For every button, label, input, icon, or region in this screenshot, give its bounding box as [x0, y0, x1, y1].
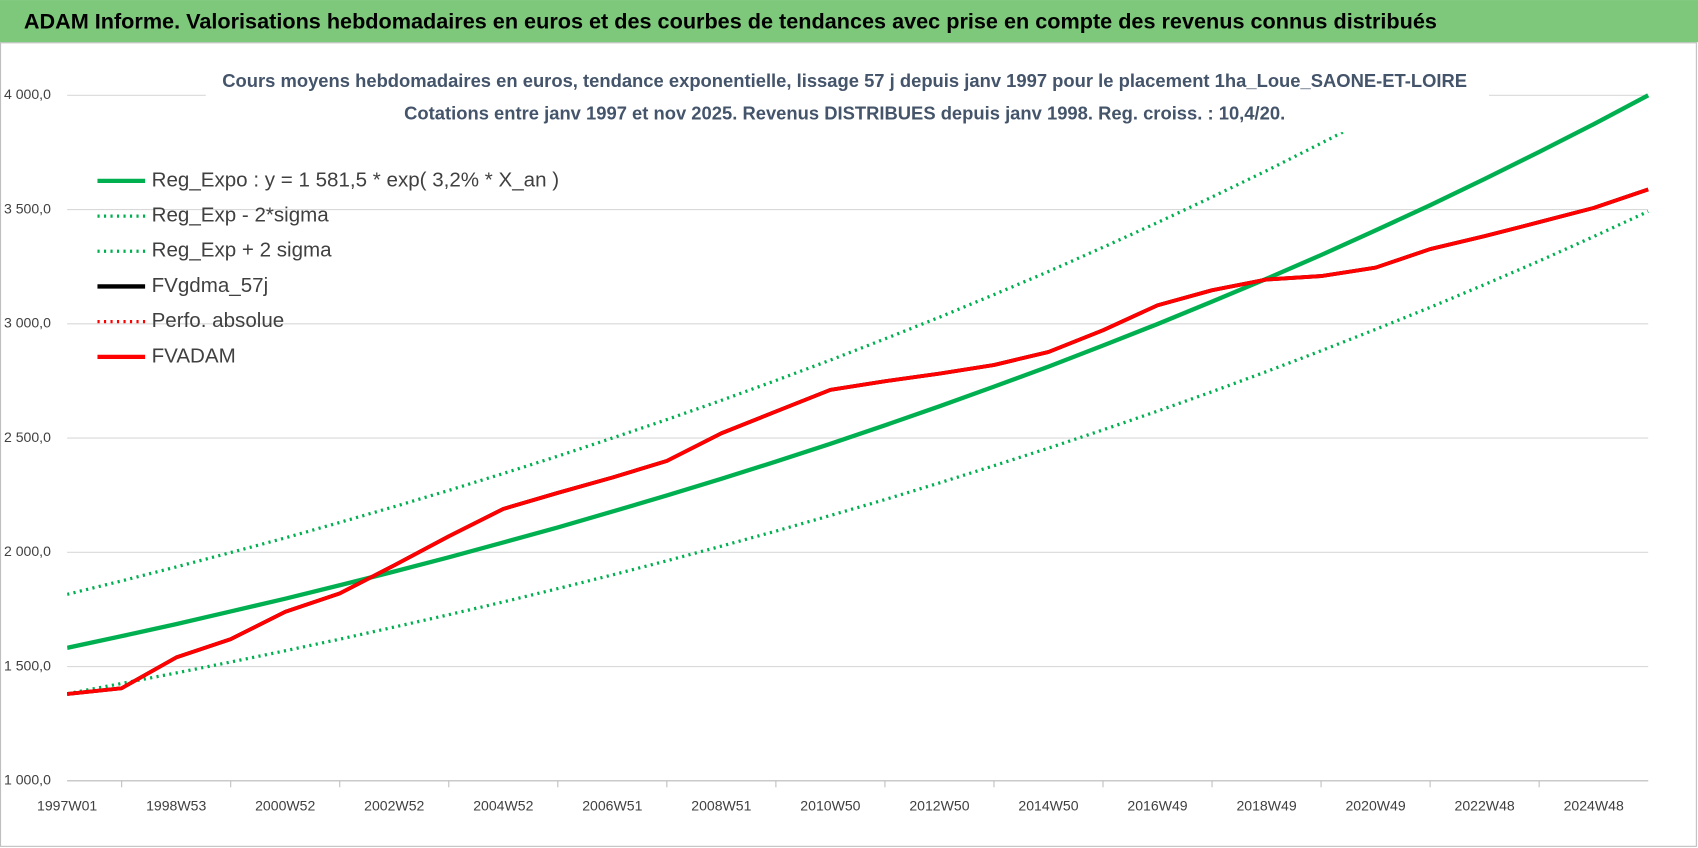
- legend-label: Reg_Exp + 2 sigma: [152, 239, 333, 262]
- x-tick-label: 1998W53: [146, 798, 206, 814]
- x-tick-label: 2024W48: [1564, 798, 1624, 814]
- header-bar: [0, 0, 1698, 43]
- y-tick-label: 4 000,0: [4, 86, 51, 102]
- title-box: [205, 67, 1489, 133]
- legend: Reg_Expo : y = 1 581,5 * exp( 3,2% * X_a…: [97, 168, 559, 367]
- series-line: [67, 209, 1649, 696]
- x-tick-label: 2020W49: [1345, 798, 1405, 814]
- plot-area: [67, 93, 1650, 696]
- x-tick-label: 2000W52: [255, 798, 315, 814]
- chart-title: Cours moyens hebdomadaires en euros, ten…: [222, 70, 1467, 91]
- legend-label: FVgdma_57j: [152, 274, 269, 297]
- y-tick-label: 2 000,0: [4, 543, 51, 559]
- x-tick-label: 2022W48: [1455, 798, 1515, 814]
- y-tick-label: 3 500,0: [4, 200, 51, 216]
- chart-subtitle: Cotations entre janv 1997 et nov 2025. R…: [404, 103, 1285, 124]
- y-tick-label: 2 500,0: [4, 429, 51, 445]
- x-tick-label: 2006W51: [582, 798, 642, 814]
- x-tick-label: 2016W49: [1127, 798, 1187, 814]
- y-tick-label: 1 500,0: [4, 657, 51, 673]
- series-line: [67, 187, 1649, 696]
- legend-label: Perfo. absolue: [152, 309, 285, 332]
- x-tick-label: 2014W50: [1018, 798, 1078, 814]
- x-tick-label: 2004W52: [473, 798, 533, 814]
- y-tick-label: 1 000,0: [4, 772, 51, 788]
- x-tick-label: 2010W50: [800, 798, 860, 814]
- series-line: [67, 93, 1650, 650]
- header-title: ADAM Informe. Valorisations hebdomadaire…: [24, 9, 1437, 34]
- x-tick-label: 2002W52: [364, 798, 424, 814]
- grid: 1 000,0 1 500,0 2 000,0 2 500,0 3 000,0 3 500…: [4, 86, 1649, 814]
- legend-label: FVADAM: [152, 344, 236, 367]
- legend-label: Reg_Expo : y = 1 581,5 * exp( 3,2% * X_a…: [152, 168, 560, 191]
- x-tick-label: 1997W01: [37, 798, 97, 814]
- legend-label: Reg_Exp - 2*sigma: [152, 204, 330, 227]
- x-tick-label: 2008W51: [691, 798, 751, 814]
- chart-frame: [0, 42, 1697, 847]
- x-tick-label: 2018W49: [1236, 798, 1296, 814]
- x-tick-label: 2012W50: [909, 798, 969, 814]
- y-tick-label: 3 000,0: [4, 315, 51, 331]
